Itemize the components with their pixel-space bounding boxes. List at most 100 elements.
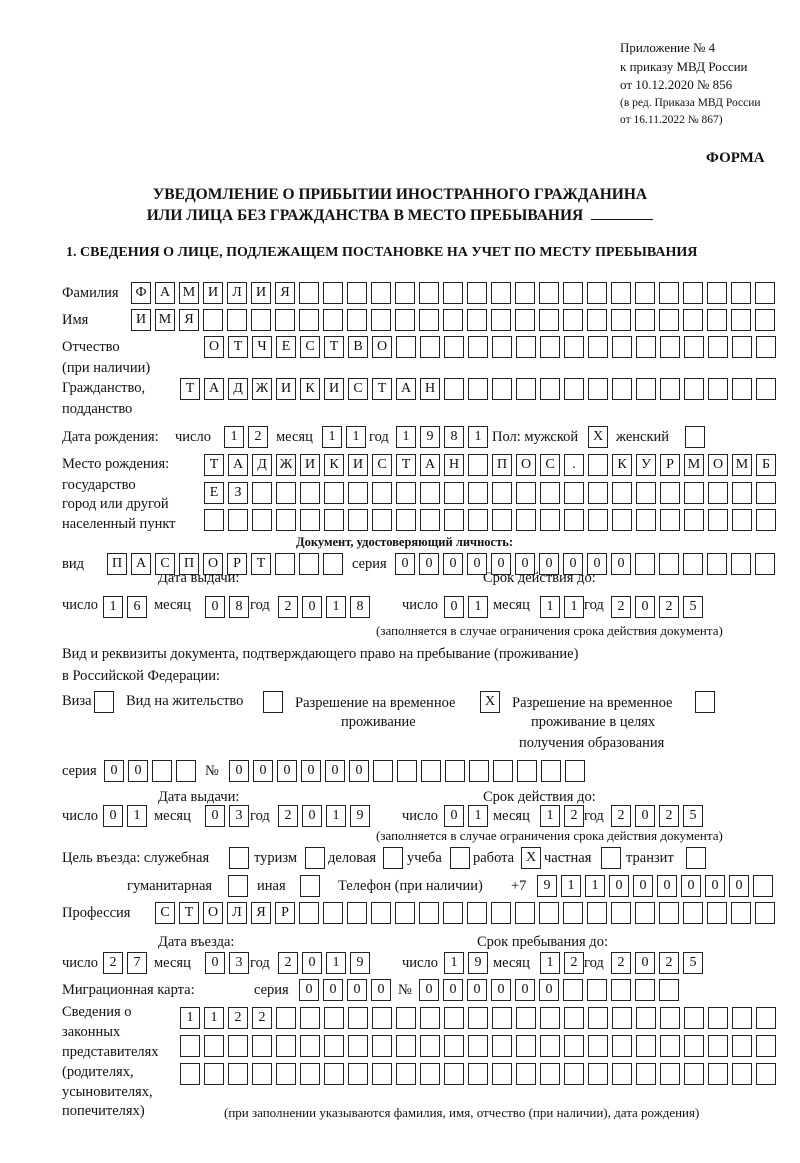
citizenship-field-box[interactable]: С: [348, 378, 368, 400]
birth-place-row1-box[interactable]: Т: [396, 454, 416, 476]
right-doc-series-field-box[interactable]: [176, 760, 196, 782]
profession-field-box[interactable]: [707, 902, 727, 924]
rd-issue-year-box[interactable]: 2: [278, 805, 298, 827]
right-doc-number-field-box[interactable]: 0: [277, 760, 297, 782]
representatives-row2-box[interactable]: [396, 1035, 416, 1057]
surname-field-box[interactable]: [443, 282, 463, 304]
representatives-row3-box[interactable]: [684, 1063, 704, 1085]
id-doc-series-field-box[interactable]: 0: [443, 553, 463, 575]
migration-number-field-box[interactable]: 0: [443, 979, 463, 1001]
birth-place-row2-box[interactable]: [444, 482, 464, 504]
patronymic-field-box[interactable]: Ч: [252, 336, 272, 358]
representatives-row3-box[interactable]: [564, 1063, 584, 1085]
representatives-row2-box[interactable]: [516, 1035, 536, 1057]
title-blank-line[interactable]: [591, 219, 654, 220]
surname-field-box[interactable]: [467, 282, 487, 304]
representatives-row3-box[interactable]: [348, 1063, 368, 1085]
surname-field-box[interactable]: [395, 282, 415, 304]
id-valid-year-box[interactable]: 0: [635, 596, 655, 618]
profession-field-box[interactable]: [731, 902, 751, 924]
id-valid-year-box[interactable]: 2: [659, 596, 679, 618]
representatives-row3-box[interactable]: [588, 1063, 608, 1085]
profession-field-box[interactable]: [467, 902, 487, 924]
rd-issue-day-box[interactable]: 1: [127, 805, 147, 827]
representatives-row3-box[interactable]: [636, 1063, 656, 1085]
name-field-box[interactable]: [659, 309, 679, 331]
birth-place-row2-box[interactable]: [588, 482, 608, 504]
representatives-row3-box[interactable]: [756, 1063, 776, 1085]
stay-year-box[interactable]: 2: [659, 952, 679, 974]
migration-number-field-box[interactable]: [659, 979, 679, 1001]
representatives-row2-box[interactable]: [300, 1035, 320, 1057]
id-doc-kind-field-box[interactable]: Р: [227, 553, 247, 575]
birth-place-row1-box[interactable]: Р: [660, 454, 680, 476]
id-doc-series-field-box[interactable]: 0: [419, 553, 439, 575]
representatives-row2-box[interactable]: [612, 1035, 632, 1057]
name-field-box[interactable]: И: [131, 309, 151, 331]
sex-female-checkbox-box[interactable]: [685, 426, 705, 448]
migration-number-field-box[interactable]: 0: [491, 979, 511, 1001]
purpose-humanitarian-checkbox-box[interactable]: [228, 875, 248, 897]
representatives-row2-box[interactable]: [444, 1035, 464, 1057]
birth-place-row2-box[interactable]: [708, 482, 728, 504]
surname-field-box[interactable]: И: [203, 282, 223, 304]
id-doc-kind-field-box[interactable]: П: [179, 553, 199, 575]
birth-day-field-box[interactable]: 2: [248, 426, 268, 448]
representatives-row3-box[interactable]: [180, 1063, 200, 1085]
id-issue-year-box[interactable]: 2: [278, 596, 298, 618]
birth-place-row3-box[interactable]: [684, 509, 704, 531]
id-valid-year-box[interactable]: 2: [611, 596, 631, 618]
birth-place-row1-box[interactable]: Ж: [276, 454, 296, 476]
phone-field-box[interactable]: 1: [585, 875, 605, 897]
representatives-row1-box[interactable]: [636, 1007, 656, 1029]
birth-place-row2-box[interactable]: Е: [204, 482, 224, 504]
representatives-row1-box[interactable]: 2: [252, 1007, 272, 1029]
representatives-row3-box[interactable]: [252, 1063, 272, 1085]
migration-number-field-box[interactable]: [587, 979, 607, 1001]
representatives-row3-box[interactable]: [276, 1063, 296, 1085]
birth-place-row3-box[interactable]: [636, 509, 656, 531]
birth-place-row3-box[interactable]: [300, 509, 320, 531]
name-field-box[interactable]: М: [155, 309, 175, 331]
id-doc-number-field-box[interactable]: [683, 553, 703, 575]
surname-field-box[interactable]: [515, 282, 535, 304]
representatives-row1-box[interactable]: [396, 1007, 416, 1029]
patronymic-field-box[interactable]: С: [300, 336, 320, 358]
patronymic-field-box[interactable]: [420, 336, 440, 358]
birth-place-row3-box[interactable]: [612, 509, 632, 531]
purpose-tourism-checkbox-box[interactable]: [305, 847, 325, 869]
citizenship-field-box[interactable]: [540, 378, 560, 400]
representatives-row2-box[interactable]: [180, 1035, 200, 1057]
phone-field-box[interactable]: 0: [705, 875, 725, 897]
phone-field-box[interactable]: 1: [561, 875, 581, 897]
birth-place-row2-box[interactable]: [300, 482, 320, 504]
id-valid-day-box[interactable]: 0: [444, 596, 464, 618]
rd-valid-month-box[interactable]: 1: [540, 805, 560, 827]
birth-place-row1-box[interactable]: .: [564, 454, 584, 476]
rd-issue-year-box[interactable]: 0: [302, 805, 322, 827]
birth-year-field-box[interactable]: 9: [420, 426, 440, 448]
entry-month-box[interactable]: 3: [229, 952, 249, 974]
right-doc-number-field-box[interactable]: [517, 760, 537, 782]
migration-series-field-box[interactable]: 0: [347, 979, 367, 1001]
profession-field-box[interactable]: Я: [251, 902, 271, 924]
patronymic-field-box[interactable]: О: [204, 336, 224, 358]
purpose-business-checkbox-box[interactable]: [383, 847, 403, 869]
representatives-row2-box[interactable]: [276, 1035, 296, 1057]
representatives-row2-box[interactable]: [420, 1035, 440, 1057]
representatives-row3-box[interactable]: [396, 1063, 416, 1085]
migration-number-field-box[interactable]: 0: [539, 979, 559, 1001]
name-field-box[interactable]: [203, 309, 223, 331]
birth-place-row2-box[interactable]: [540, 482, 560, 504]
birth-place-row2-box[interactable]: [564, 482, 584, 504]
representatives-row3-box[interactable]: [468, 1063, 488, 1085]
id-doc-kind-field-box[interactable]: А: [131, 553, 151, 575]
id-doc-series-field-box[interactable]: 0: [395, 553, 415, 575]
birth-place-row1-box[interactable]: К: [324, 454, 344, 476]
id-issue-year-box[interactable]: 8: [350, 596, 370, 618]
name-field-box[interactable]: [299, 309, 319, 331]
name-field-box[interactable]: [251, 309, 271, 331]
surname-field-box[interactable]: [635, 282, 655, 304]
birth-place-row1-box[interactable]: О: [516, 454, 536, 476]
birth-place-row2-box[interactable]: [492, 482, 512, 504]
